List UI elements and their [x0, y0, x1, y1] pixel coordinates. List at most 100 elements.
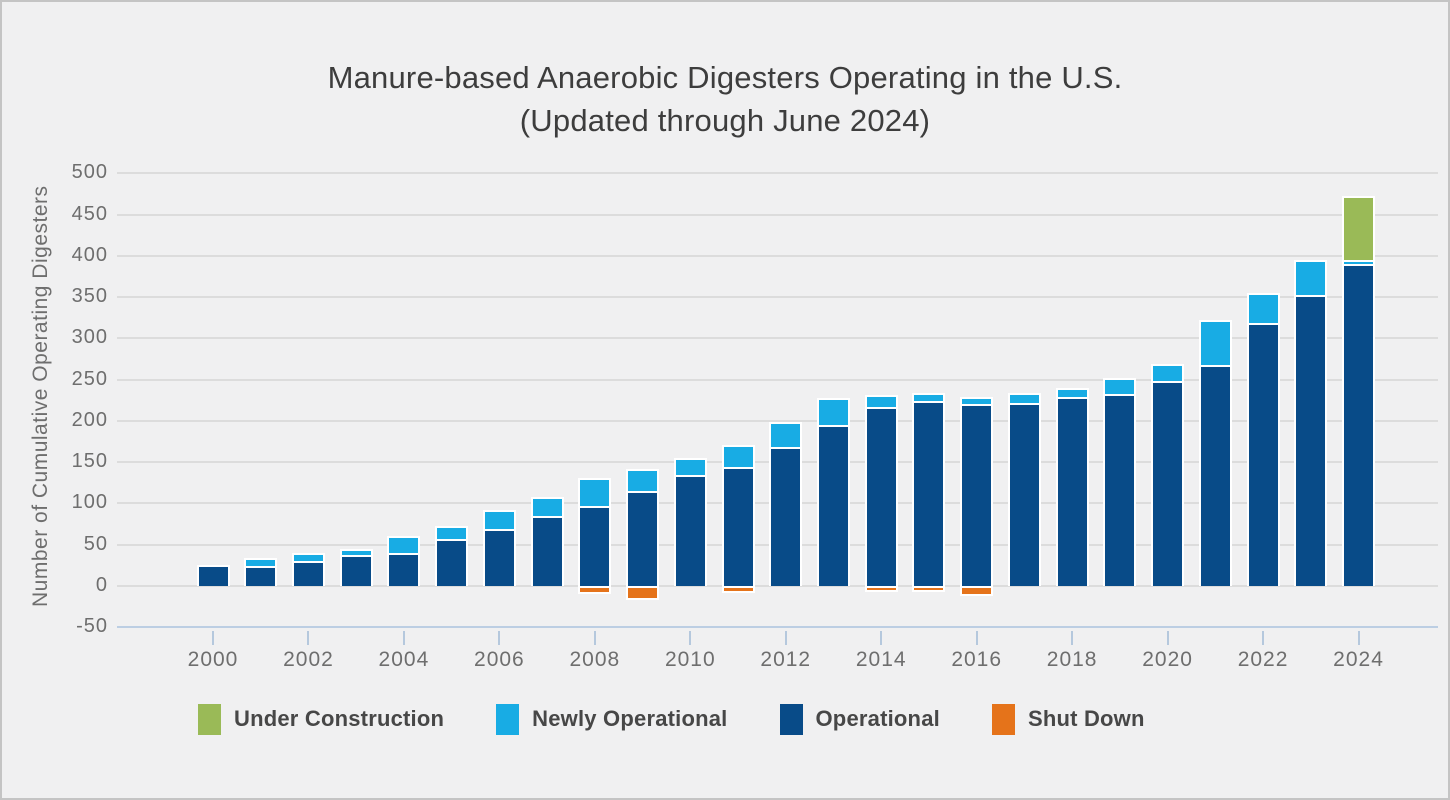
gridline-350 [117, 296, 1438, 299]
x-tick-mark-2004 [402, 631, 405, 645]
bar-segment-newly-operational-2009 [628, 471, 658, 492]
x-tick-label-2000: 2000 [187, 648, 239, 671]
bar-segment-newly-operational-2001 [246, 560, 276, 567]
x-tick-label-2010: 2010 [664, 648, 716, 671]
bar-segment-newly-operational-2019 [1105, 379, 1135, 394]
x-tick-mark-2016 [975, 631, 978, 645]
bar-segment-shut-down-2015 [914, 588, 944, 591]
y-tick-label-100: 100 [71, 491, 108, 514]
x-tick-mark-2020 [1166, 631, 1169, 645]
bar-segment-newly-operational-2008 [580, 480, 610, 506]
x-tick-label-2008: 2008 [569, 648, 621, 671]
shut-down-swatch-icon [991, 703, 1015, 735]
x-tick-label-2022: 2022 [1237, 648, 1289, 671]
x-tick-label-2004: 2004 [378, 648, 430, 671]
legend-item-newly-operational: Newly Operational [496, 703, 728, 735]
gridline--50 [117, 626, 1438, 629]
bar-segment-newly-operational-2013 [818, 400, 848, 425]
bar-segment-newly-operational-2005 [437, 528, 467, 539]
x-tick-mark-2000 [212, 631, 214, 645]
gridline-200 [117, 419, 1438, 422]
legend-label: Newly Operational [532, 706, 728, 731]
y-tick-label-350: 350 [71, 285, 108, 308]
legend: Under Construction Newly Operational Ope… [198, 701, 1145, 737]
x-tick-mark-2024 [1357, 631, 1360, 645]
bar-segment-newly-operational-2020 [1153, 365, 1183, 382]
gridline-300 [117, 337, 1438, 340]
x-tick-label-2018: 2018 [1046, 648, 1098, 671]
bar-segment-operational-2021 [1200, 366, 1230, 586]
legend-label: Under Construction [234, 706, 445, 731]
bar-segment-operational-2005 [437, 540, 467, 586]
x-tick-label-2014: 2014 [855, 648, 907, 671]
x-tick-label-2006: 2006 [474, 648, 525, 671]
x-tick-mark-2014 [880, 631, 883, 645]
chart-title-line1: Manure-based Anaerobic Digesters Operati… [327, 60, 1123, 95]
bar-segment-newly-operational-2006 [484, 511, 514, 530]
bar-segment-operational-2022 [1248, 325, 1278, 586]
y-tick-label-450: 450 [71, 202, 108, 225]
bar-segment-operational-2013 [818, 427, 848, 586]
bar-segment-operational-2016 [962, 405, 992, 586]
x-tick-mark-2008 [593, 631, 596, 645]
bar-segment-operational-2020 [1153, 383, 1183, 586]
y-tick-label-200: 200 [71, 408, 108, 431]
gridline-450 [117, 213, 1438, 216]
gridline-0 [117, 585, 1438, 587]
bar-segment-operational-2008 [580, 507, 610, 586]
legend-label: Shut Down [1027, 706, 1145, 731]
x-tick-label-2002: 2002 [283, 648, 334, 671]
bar-segment-operational-2014 [866, 408, 896, 586]
x-tick-label-2020: 2020 [1142, 648, 1193, 671]
legend-label: Operational [815, 706, 940, 731]
x-tick-mark-2002 [307, 631, 310, 645]
bar-segment-operational-2018 [1057, 398, 1087, 586]
gridline-250 [117, 378, 1438, 381]
bar-segment-under-construction-2024 [1344, 198, 1374, 260]
bar-segment-newly-operational-2011 [723, 447, 753, 468]
bar-segment-newly-operational-2024 [1344, 261, 1374, 265]
y-tick-label--50: -50 [76, 615, 108, 638]
y-tick-label-500: 500 [71, 161, 108, 184]
x-tick-label-2012: 2012 [760, 648, 812, 671]
newly-operational-swatch-icon [496, 703, 520, 735]
bar-segment-shut-down-2008 [580, 588, 610, 593]
y-tick-label-0: 0 [95, 574, 108, 596]
bar-segment-newly-operational-2014 [866, 396, 896, 407]
bar-segment-newly-operational-2023 [1296, 262, 1326, 296]
y-tick-label-150: 150 [71, 450, 108, 473]
bar-segment-operational-2015 [914, 403, 944, 586]
gridline-400 [117, 254, 1438, 257]
bar-segment-shut-down-2011 [723, 588, 753, 592]
bar-segment-operational-2019 [1105, 395, 1135, 586]
bar-segment-operational-2023 [1296, 297, 1326, 586]
bar-segment-newly-operational-2010 [675, 459, 705, 476]
y-tick-label-400: 400 [71, 243, 108, 266]
bar-segment-shut-down-2009 [628, 588, 658, 598]
bar-segment-operational-2000 [198, 567, 228, 586]
x-tick-label-2016: 2016 [951, 648, 1003, 671]
bar-segment-newly-operational-2004 [389, 538, 419, 553]
bar-segment-newly-operational-2012 [771, 424, 801, 448]
gridline-500 [117, 172, 1438, 175]
y-tick-label-300: 300 [71, 326, 108, 349]
bar-segment-newly-operational-2003 [341, 551, 371, 556]
bar-segment-operational-2004 [389, 554, 419, 586]
bar-segment-operational-2017 [1009, 404, 1039, 586]
x-tick-mark-2006 [498, 631, 501, 645]
legend-item-operational: Operational [779, 703, 940, 735]
bar-segment-operational-2001 [246, 568, 276, 586]
bar-segment-operational-2002 [293, 563, 323, 586]
legend-item-under-construction: Under Construction [198, 703, 445, 735]
bar-segment-operational-2007 [532, 517, 562, 586]
x-tick-label-2024: 2024 [1333, 648, 1384, 671]
x-tick-mark-2022 [1262, 631, 1265, 645]
bar-segment-newly-operational-2015 [914, 395, 944, 402]
bar-segment-newly-operational-2022 [1248, 295, 1278, 324]
bar-segment-newly-operational-2018 [1057, 389, 1087, 397]
under-construction-swatch-icon [198, 703, 221, 735]
bar-segment-operational-2011 [723, 469, 753, 586]
chart-title: Manure-based Anaerobic Digesters Operati… [2, 56, 1448, 142]
bar-segment-newly-operational-2007 [532, 499, 562, 516]
